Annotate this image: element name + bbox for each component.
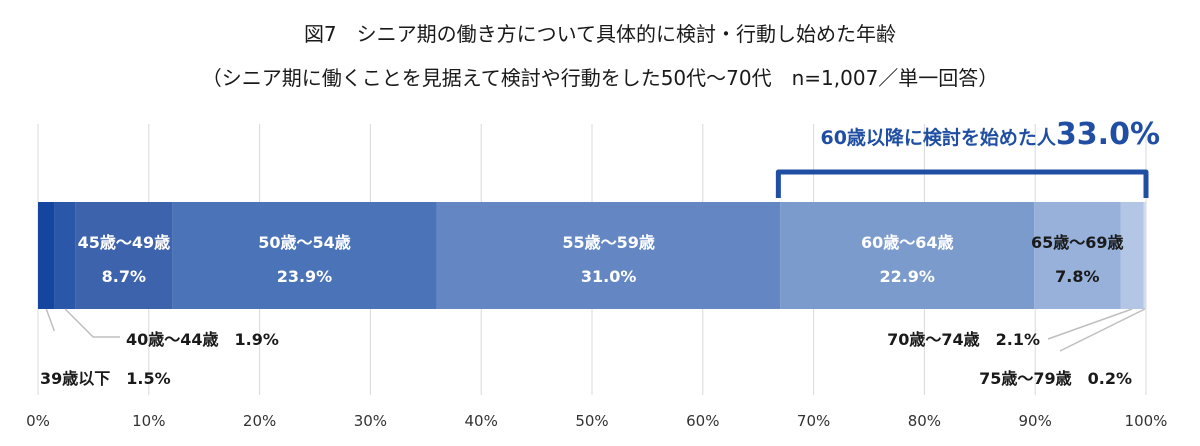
x-tick-label: 20% <box>243 412 276 430</box>
leader-line <box>45 308 56 332</box>
x-tick-label: 90% <box>1019 412 1052 430</box>
annotation-text: 60歳以降に検討を始めた人33.0% <box>820 117 1160 152</box>
x-tick-label: 60% <box>686 412 719 430</box>
bar-segment <box>1120 202 1144 309</box>
bar-segment <box>172 202 437 309</box>
bar-segment <box>436 202 781 309</box>
x-tick-label: 100% <box>1125 412 1168 430</box>
bar-segment <box>38 202 55 309</box>
x-tick-label: 30% <box>354 412 387 430</box>
segment-category-label: 45歳～49歳 <box>78 233 171 252</box>
bar-segment <box>1034 202 1121 309</box>
bar-segment <box>75 202 173 309</box>
outside-label: 70歳～74歳 2.1% <box>887 330 1040 349</box>
chart-title: 図7 シニア期の働き方について具体的に検討・行動し始めた年齢 <box>303 22 897 46</box>
chart-subtitle: （シニア期に働くことを見据えて検討や行動をした50代～70代 n=1,007／単… <box>201 66 999 90</box>
leader-line <box>1047 308 1133 340</box>
outside-label: 75歳～79歳 0.2% <box>979 369 1132 388</box>
segment-value-label: 23.9% <box>277 267 333 286</box>
bracket <box>775 169 1149 198</box>
segment-category-label: 50歳～54歳 <box>258 233 351 252</box>
segment-category-label: 65歳～69歳 <box>1031 233 1124 252</box>
x-tick-label: 40% <box>465 412 498 430</box>
x-tick-label: 50% <box>575 412 608 430</box>
segment-category-label: 60歳～64歳 <box>861 233 954 252</box>
segment-value-label: 22.9% <box>879 267 935 286</box>
x-tick-label: 70% <box>797 412 830 430</box>
segment-value-label: 31.0% <box>581 267 637 286</box>
segment-value-label: 8.7% <box>102 267 146 286</box>
x-tick-label: 10% <box>132 412 165 430</box>
outside-label: 39歳以下 1.5% <box>40 369 171 388</box>
bar-segment <box>780 202 1035 309</box>
outside-label: 40歳～44歳 1.9% <box>126 330 279 349</box>
x-tick-label: 80% <box>908 412 941 430</box>
segment-category-label: 55歳～59歳 <box>562 233 655 252</box>
x-tick-label: 0% <box>26 412 50 430</box>
leader-line <box>1059 308 1146 352</box>
leader-line <box>64 308 120 338</box>
bar-segment <box>54 202 76 309</box>
segment-value-label: 7.8% <box>1055 267 1099 286</box>
bar-segment <box>1143 202 1146 309</box>
